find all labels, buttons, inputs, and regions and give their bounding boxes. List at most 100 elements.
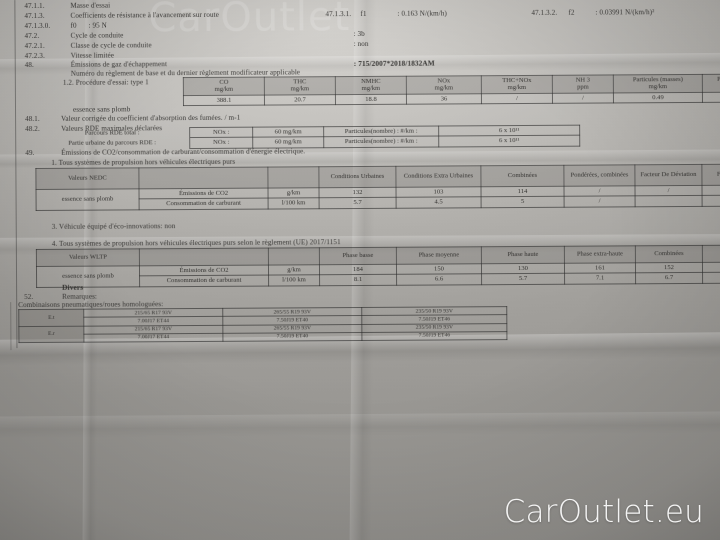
clause-number: 47.1.3.: [24, 11, 45, 21]
nedc-table: Valeurs NEDC Conditions Urbaines Conditi…: [35, 164, 720, 211]
column-header-combined: Combinées: [635, 245, 703, 263]
column-header-deviation: Facteur De Déviation: [634, 164, 702, 186]
column-header-pm-count: Particules (nombre)#/km: [702, 73, 720, 92]
wltp-co2-medium: 150: [396, 263, 482, 275]
eco-innovation-text: 3. Véhicule équipé d'éco-innovations: no…: [51, 222, 176, 231]
watermark-ghost: CarOutlet: [148, 0, 351, 42]
clause-number: 47.2.1.: [24, 41, 45, 51]
rde-nox-label: NOx :: [189, 127, 253, 138]
note-481-text: Valeur corrigée du coefficient d'absorpt…: [61, 113, 241, 123]
wltp-fuel-low: 8.1: [319, 274, 397, 286]
nedc-fuel-urban: 5.7: [319, 197, 397, 209]
column-header-phase-low: Phase basse: [319, 247, 397, 265]
clause-text: Vitesse limitée: [70, 51, 115, 60]
col-unit: mg/km: [361, 85, 381, 93]
clause-value: : 95 N: [88, 21, 107, 30]
regulation-number: : 715/2007*2018/1832AM: [353, 58, 435, 69]
nedc-metric-header: [138, 167, 268, 189]
form-margin-rule: [14, 0, 18, 349]
clause-text: Coefficients de résistance à l'avancemen…: [70, 10, 219, 20]
cell-nox: 36: [406, 93, 482, 105]
wltp-unit-co2: g/km: [268, 264, 320, 276]
clause-number: 48.: [24, 60, 34, 70]
test-procedure-label: 1.2. Procédure d'essai: type 1: [62, 78, 149, 87]
coefficient-f2-label: f2: [568, 8, 575, 17]
wltp-unit-header: [268, 247, 320, 266]
nedc-metric-co2: Émissions de CO2: [139, 188, 269, 200]
rde-nox-value: 60 mg/km: [252, 126, 324, 138]
nedc-fuel-verification: [702, 195, 720, 207]
rde-values-table: Parcours RDE total : NOx : 60 mg/km Part…: [35, 125, 580, 150]
column-header-nox: NOx mg/km: [406, 75, 482, 94]
wltp-metric-fuel: Consommation de carburant: [139, 275, 269, 287]
clause-text: Classe de cycle de conduite: [70, 41, 152, 50]
site-watermark: CarOutlet.eu: [503, 494, 704, 530]
divers-heading: Divers: [62, 282, 84, 292]
rde-nox-value: 60 mg/km: [252, 137, 324, 148]
column-header-thc-nox: THC+NOx mg/km: [481, 75, 553, 94]
column-header-co: CO mg/km: [183, 77, 265, 96]
nedc-co2-combined: 114: [480, 186, 565, 198]
nedc-co2-deviation: /: [634, 185, 703, 197]
col-name: NH 3: [575, 76, 590, 84]
section-49-number: 49.: [25, 148, 35, 158]
coefficient-f1-label: f1: [360, 9, 367, 18]
clause-number: 47.2.3.: [24, 51, 45, 61]
wltp-co2-high: 130: [481, 263, 565, 275]
coefficient-f2-number: 47.1.3.2.: [531, 8, 558, 17]
col-unit: mg/km: [214, 86, 234, 94]
column-header-pm-mass: Particules (masses) mg/km: [613, 74, 703, 93]
col-name: THC: [293, 78, 307, 86]
column-header-combined: Combinées: [480, 165, 564, 187]
form-margin-rule: [10, 302, 12, 351]
rde-pn-label: Particules(nombre) : #/km :: [323, 126, 439, 138]
column-header-phase-high: Phase haute: [481, 246, 565, 264]
wltp-co2-weighted: [702, 262, 720, 273]
note-481-number: 48.1.: [25, 114, 40, 124]
cell-thc: 20.7: [264, 94, 336, 105]
col-name: NOx: [437, 77, 451, 85]
nedc-unit-co2: g/km: [267, 187, 320, 199]
nedc-fuel-combined: 5: [481, 196, 565, 208]
column-header-phase-extra-high: Phase extra-haute: [564, 245, 636, 264]
wltp-co2-low: 184: [319, 264, 397, 276]
nedc-fuel-extra-urban: 4.5: [396, 197, 482, 209]
cell-thc-nox: /: [481, 92, 553, 104]
nedc-unit-fuel: l/100 km: [268, 198, 320, 209]
wltp-metric-header: [139, 248, 269, 266]
column-header-phase-medium: Phase moyenne: [396, 246, 482, 265]
cell-pm-mass: 0.49: [613, 91, 703, 103]
wltp-fuel-combined: 6.7: [635, 272, 703, 284]
coefficient-f1-value: : 0.163 N/(km/h): [397, 9, 447, 18]
nedc-co2-extra-urban: 103: [395, 186, 482, 198]
tyre-axle-front: E.t: [18, 309, 84, 327]
col-name: Particules (masses): [632, 76, 683, 84]
nedc-fuel-deviation: [635, 195, 703, 207]
clause-number: 47.1.3.0.: [24, 21, 51, 31]
col-unit: ppm: [577, 83, 589, 91]
clause-value: : non: [353, 39, 369, 49]
nedc-co2-urban: 132: [318, 187, 397, 199]
wltp-co2-combined: 152: [635, 262, 703, 274]
table-row: 7.00J17 ET44 7.50J19 ET40 7.50J19 ET46: [19, 331, 507, 343]
rim-rear-combo-3: 7.50J19 ET46: [361, 331, 507, 341]
col-unit: mg/km: [434, 84, 454, 92]
clause-number: 47.2.: [24, 31, 40, 41]
clause-text: Masse d'essai: [70, 1, 111, 10]
wltp-table: Valeurs WLTP Phase basse Phase moyenne P…: [36, 245, 720, 288]
column-header-nh3: NH 3 ppm: [552, 74, 614, 93]
clause-text: f0: [70, 21, 77, 30]
column-header-urban: Conditions Urbaines: [318, 166, 396, 188]
column-header-weighted: Pondérées: [702, 245, 720, 263]
column-header-thc: THC mg/km: [264, 76, 336, 95]
rim-rear-combo-2: 7.50J19 ET40: [222, 332, 362, 342]
rde-nox-label: NOx :: [189, 137, 253, 149]
wltp-fuel-high: 5.7: [481, 273, 565, 285]
cell-pm-count: 2.25 x: [702, 91, 720, 103]
rim-rear-combo-1: 7.00J17 ET44: [83, 333, 223, 343]
nedc-metric-fuel: Consommation de carburant: [139, 198, 269, 210]
column-header-weighted: Pondérées, combinées: [563, 164, 635, 187]
col-unit: mg/km: [507, 84, 527, 92]
